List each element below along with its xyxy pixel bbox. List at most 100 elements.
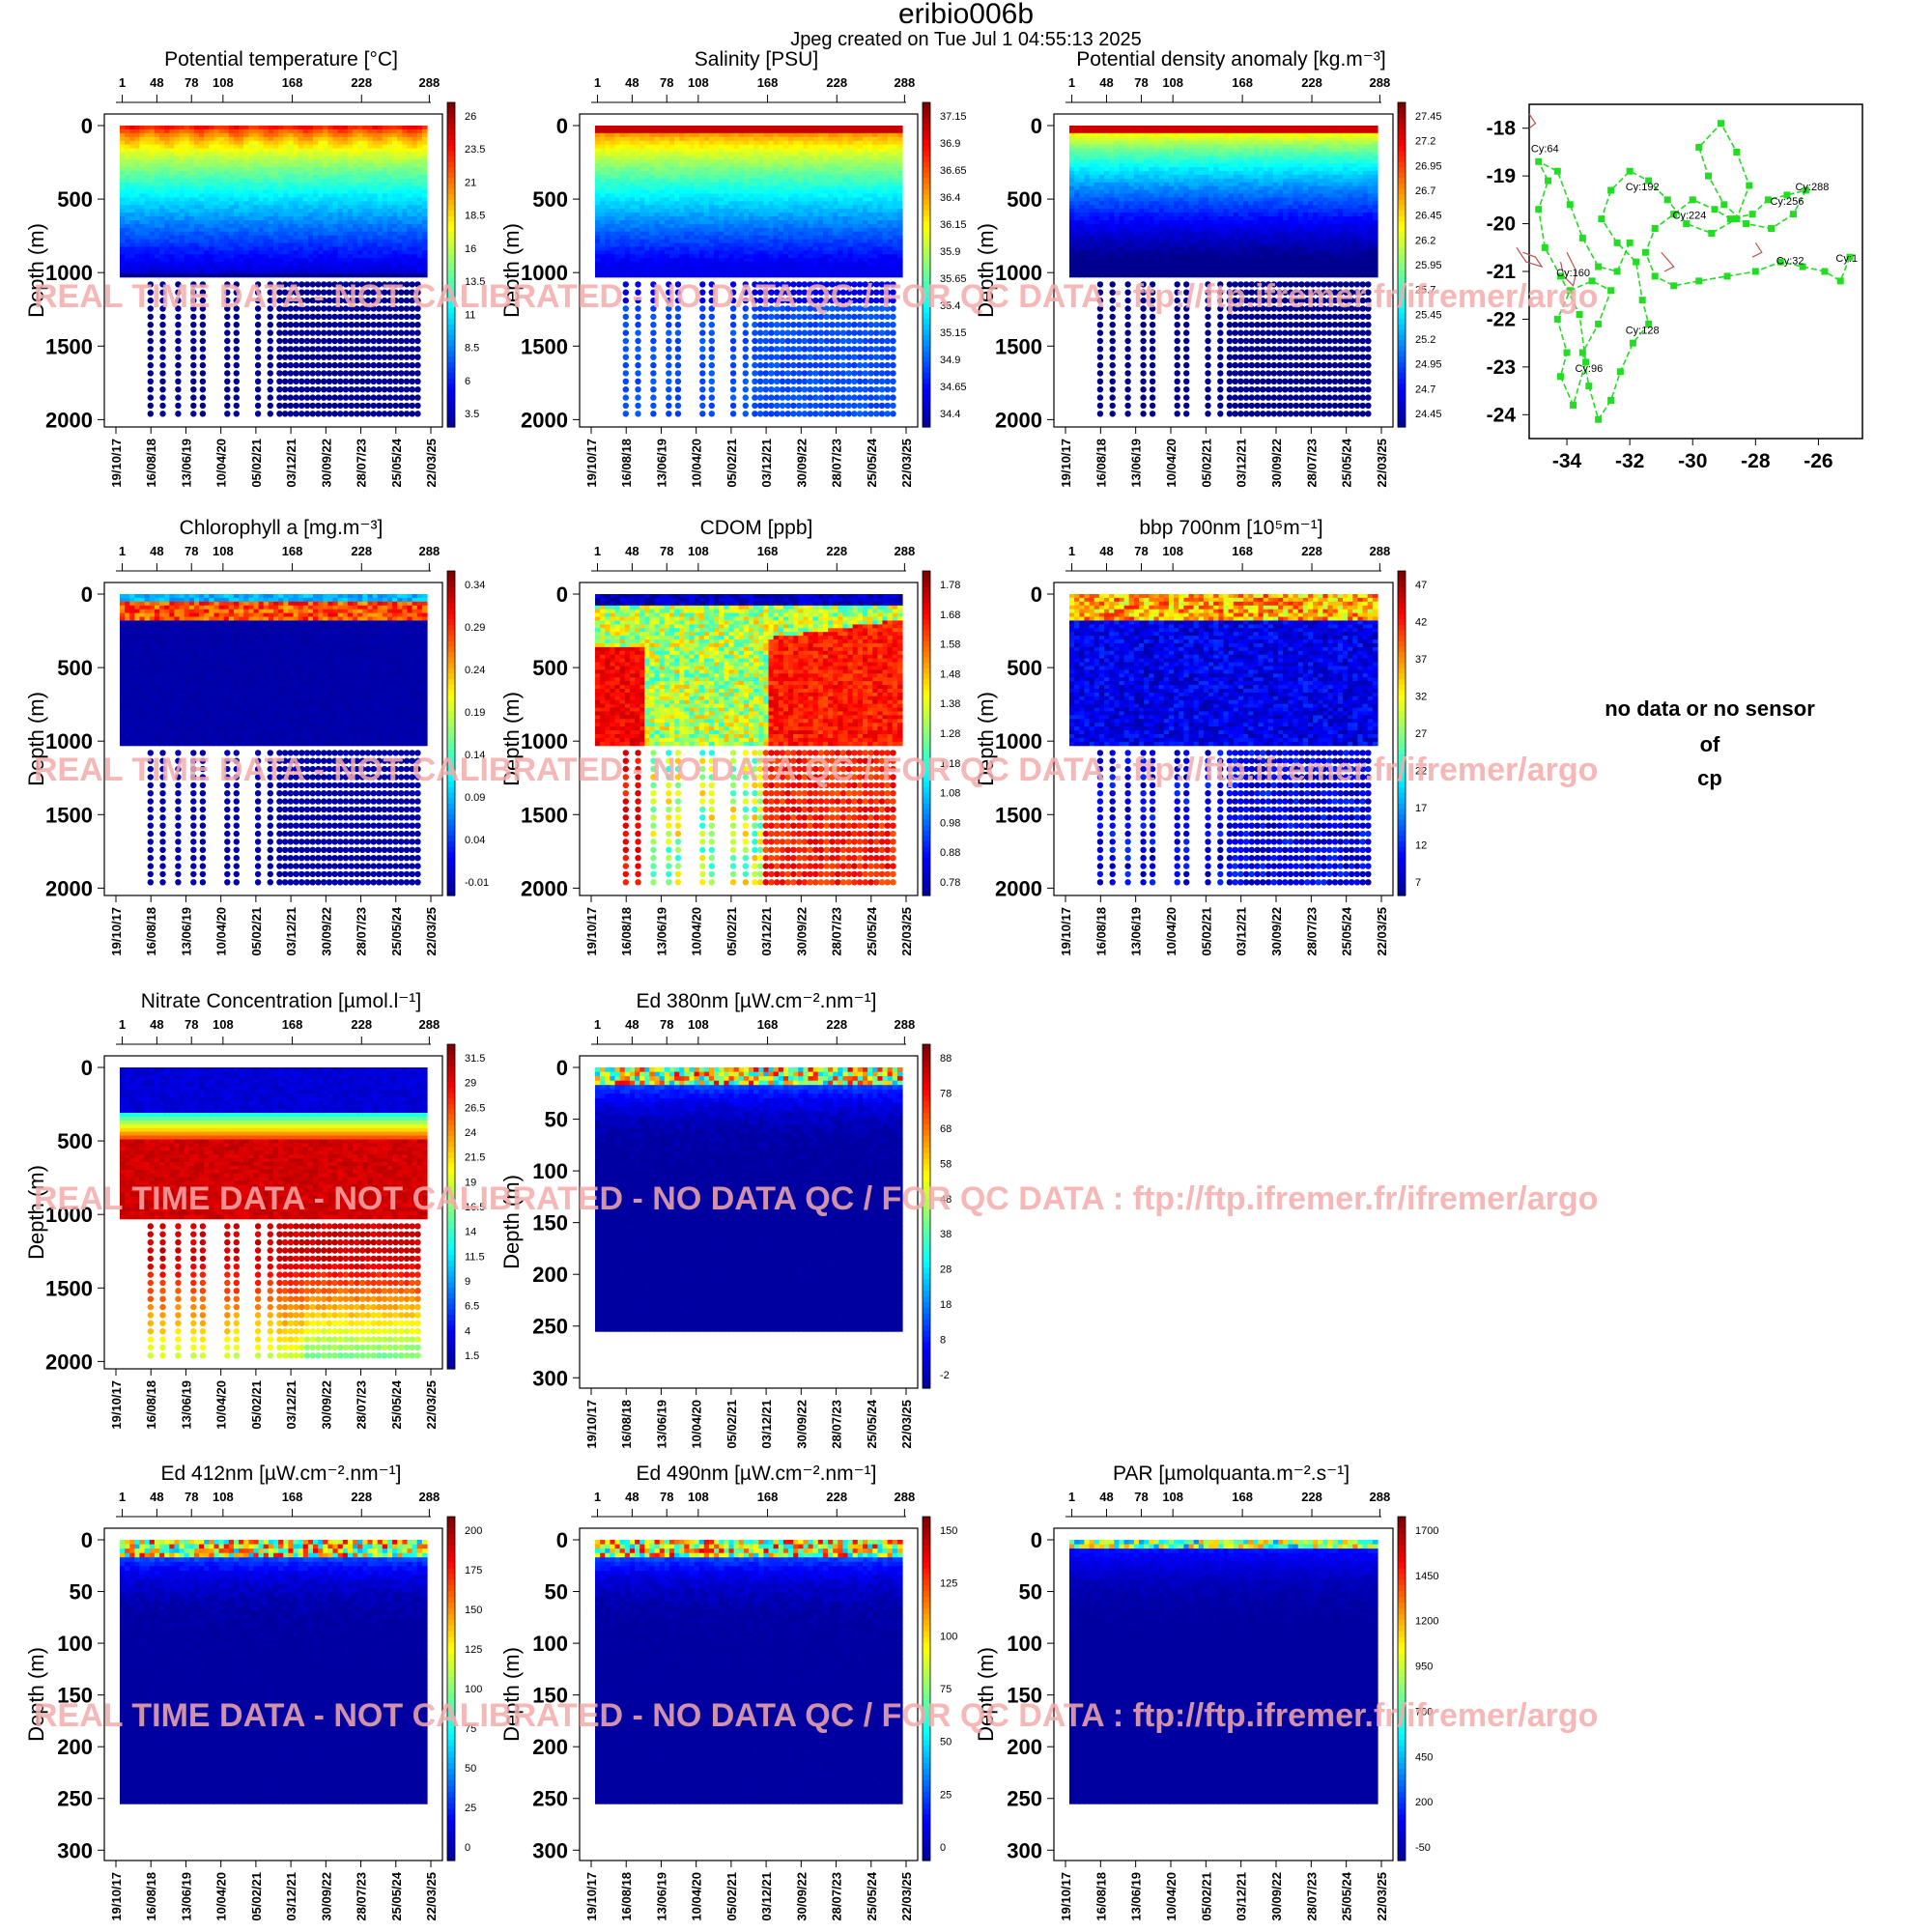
heatmap-cell	[610, 224, 615, 229]
heatmap-cell	[140, 186, 146, 191]
heatmap-cell	[422, 149, 428, 154]
heatmap-cell	[373, 240, 379, 244]
heatmap-cell	[140, 254, 146, 259]
heatmap-cell	[595, 126, 601, 130]
heatmap-cell	[269, 201, 274, 206]
profile-dot	[359, 346, 365, 352]
heatmap-cell	[140, 183, 146, 187]
heatmap-cell	[669, 224, 675, 229]
heatmap-cell	[387, 258, 393, 263]
heatmap-cell	[155, 250, 160, 255]
heatmap-cell	[709, 201, 715, 206]
heatmap-cell	[753, 240, 759, 244]
heatmap-cell	[699, 266, 705, 270]
heatmap-cell	[234, 243, 240, 248]
heatmap-cell	[298, 232, 304, 237]
heatmap-cell	[635, 194, 640, 199]
heatmap-cell	[412, 152, 418, 156]
heatmap-cell	[704, 220, 710, 225]
heatmap-cell	[180, 205, 185, 210]
heatmap-cell	[219, 133, 225, 138]
heatmap-cell	[605, 243, 611, 248]
heatmap-cell	[219, 156, 225, 160]
heatmap-cell	[644, 179, 650, 184]
heatmap-cell	[199, 254, 205, 259]
heatmap-cell	[343, 243, 349, 248]
heatmap-cell	[635, 236, 640, 241]
heatmap-cell	[417, 194, 423, 199]
heatmap-cell	[348, 129, 354, 134]
heatmap-cell	[695, 194, 700, 199]
heatmap-cell	[348, 163, 354, 168]
heatmap-cell	[783, 266, 789, 270]
heatmap-cell	[368, 145, 374, 150]
heatmap-cell	[189, 129, 195, 134]
profile-dot	[200, 386, 206, 392]
heatmap-cell	[155, 179, 160, 184]
heatmap-cell	[288, 156, 294, 160]
heatmap-cell	[660, 205, 666, 210]
heatmap-cell	[699, 129, 705, 134]
heatmap-cell	[690, 266, 696, 270]
heatmap-cell	[630, 149, 636, 154]
heatmap-cell	[348, 240, 354, 244]
colorbar-segment	[447, 200, 455, 206]
heatmap-cell	[392, 198, 398, 203]
heatmap-cell	[264, 224, 270, 229]
heatmap-cell	[283, 145, 289, 150]
heatmap-cell	[719, 141, 724, 146]
heatmap-cell	[724, 213, 729, 217]
heatmap-cell	[125, 163, 130, 168]
heatmap-cell	[803, 179, 809, 184]
heatmap-cell	[338, 137, 344, 142]
heatmap-cell	[605, 133, 611, 138]
heatmap-cell	[313, 266, 319, 270]
heatmap-cell	[120, 152, 126, 156]
heatmap-cell	[660, 254, 666, 259]
heatmap-cell	[120, 159, 126, 164]
heatmap-cell	[704, 209, 710, 213]
heatmap-cell	[813, 167, 819, 172]
heatmap-cell	[362, 243, 368, 248]
heatmap-cell	[155, 186, 160, 191]
heatmap-cell	[635, 224, 640, 229]
heatmap-cell	[318, 266, 324, 270]
heatmap-cell	[684, 149, 690, 154]
heatmap-cell	[783, 258, 789, 263]
heatmap-cell	[159, 243, 165, 248]
heatmap-cell	[798, 198, 804, 203]
heatmap-cell	[224, 273, 230, 278]
heatmap-cell	[387, 183, 393, 187]
heatmap-cell	[719, 254, 724, 259]
heatmap-cell	[615, 243, 621, 248]
heatmap-cell	[169, 183, 175, 187]
heatmap-cell	[620, 201, 626, 206]
heatmap-cell	[690, 145, 696, 150]
heatmap-cell	[649, 270, 655, 274]
heatmap-cell	[234, 232, 240, 237]
heatmap-cell	[600, 159, 606, 164]
heatmap-cell	[595, 133, 601, 138]
heatmap-cell	[303, 224, 309, 229]
heatmap-cell	[699, 224, 705, 229]
heatmap-cell	[704, 205, 710, 210]
heatmap-cell	[783, 137, 789, 142]
heatmap-cell	[674, 220, 680, 225]
heatmap-cell	[303, 240, 309, 244]
heatmap-cell	[140, 126, 146, 130]
heatmap-cell	[129, 228, 135, 233]
heatmap-cell	[655, 224, 661, 229]
heatmap-cell	[120, 216, 126, 221]
profile-dot	[365, 386, 371, 392]
heatmap-cell	[387, 194, 393, 199]
profile-dot	[359, 362, 365, 368]
heatmap-cell	[769, 258, 775, 263]
heatmap-cell	[185, 171, 190, 176]
heatmap-cell	[769, 270, 775, 274]
profile-dot	[200, 322, 206, 327]
heatmap-cell	[744, 163, 750, 168]
heatmap-cell	[243, 273, 249, 278]
profile-dot	[315, 362, 321, 368]
heatmap-cell	[140, 163, 146, 168]
heatmap-cell	[164, 243, 170, 248]
